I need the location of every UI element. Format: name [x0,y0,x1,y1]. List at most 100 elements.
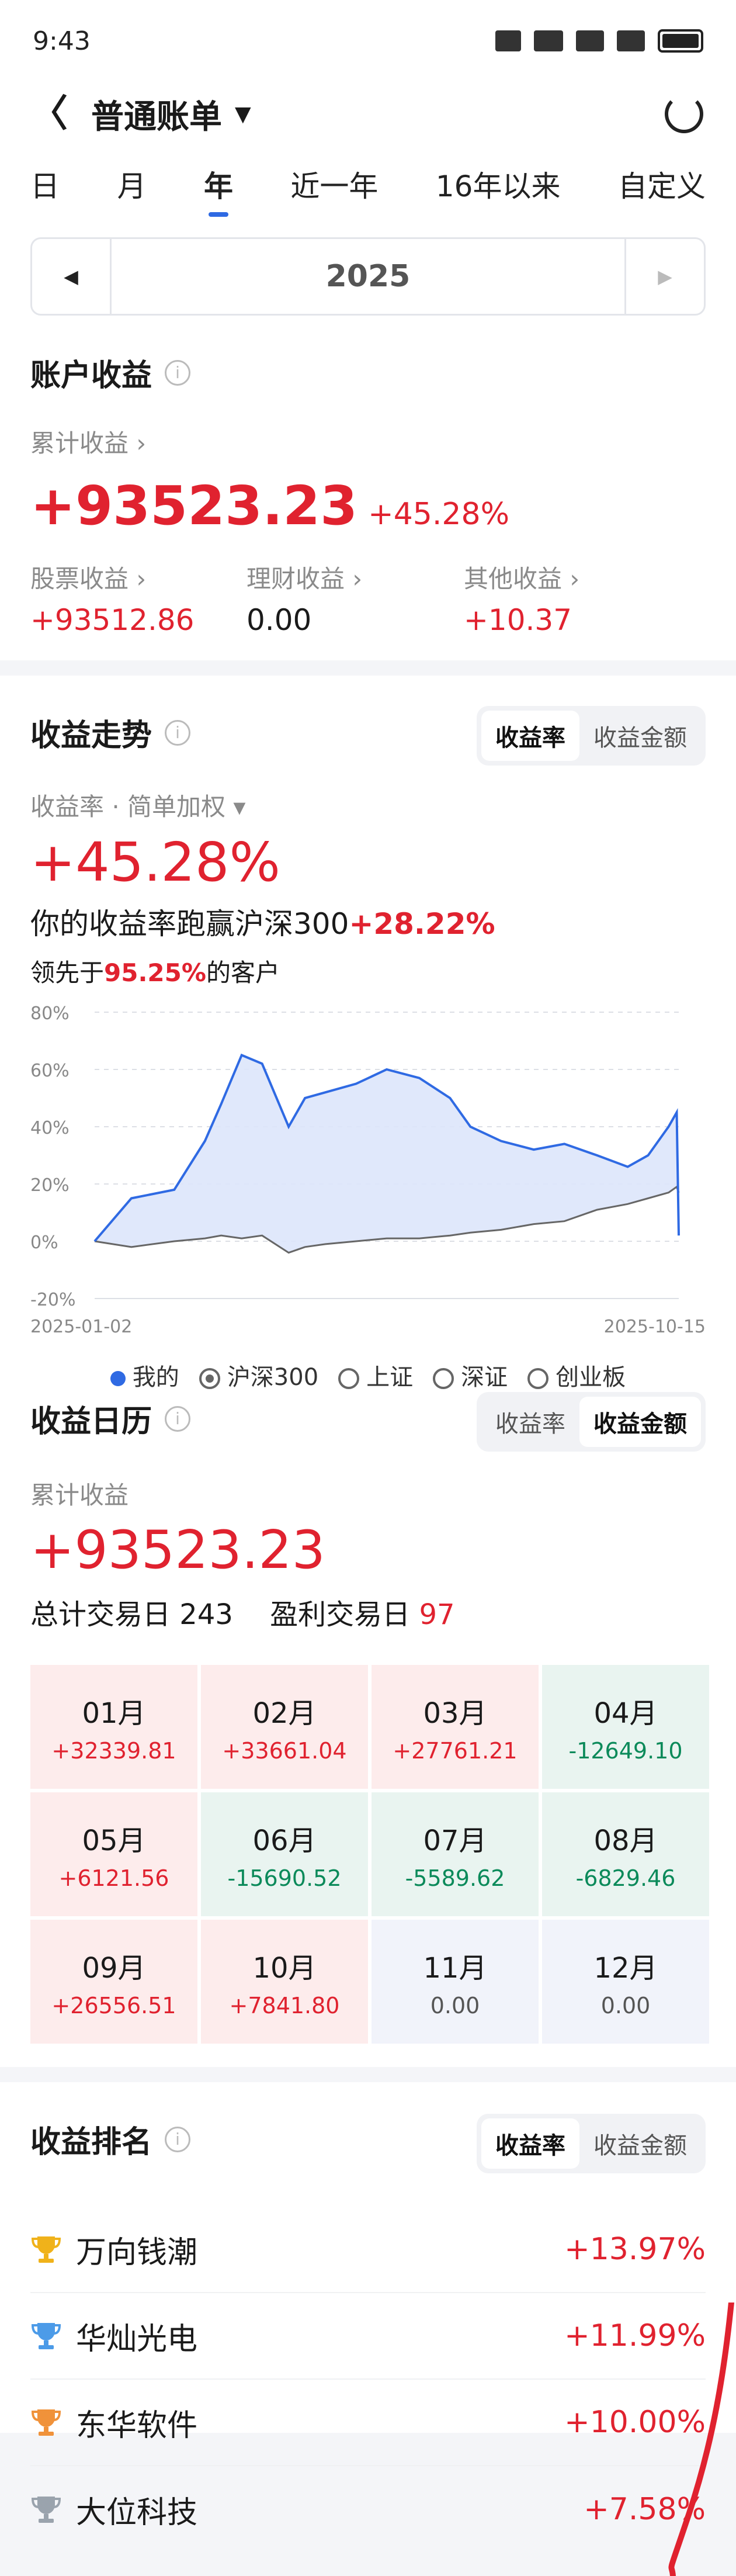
wealth-income[interactable]: 理财收益 › 0.00 [247,559,464,637]
account-income-section: 账户收益 i 累计收益 › +93523.23 +45.28% 股票收益 › +… [0,316,736,660]
legend-label: 我的 [132,1364,179,1391]
legend-shenzhen[interactable]: 深证 [433,1358,508,1392]
info-icon[interactable]: i [165,2126,191,2152]
month-cell[interactable]: 06月 -15690.52 [201,1792,368,1916]
toggle-amount[interactable]: 收益金额 [593,725,687,752]
status-bar: 9:43 [0,0,736,82]
prev-year-button[interactable]: ◀ [32,239,112,314]
toggle-amount[interactable]: 收益金额 [579,1397,701,1447]
rate-method-dropdown[interactable]: 收益率 · 简单加权 ▾ [30,792,246,821]
month-value: -15690.52 [227,1865,342,1891]
info-icon[interactable]: i [165,359,191,386]
month-cell[interactable]: 04月 -12649.10 [542,1665,709,1789]
year-value: 2025 [325,259,411,294]
trend-chart[interactable]: 80% 60% 40% 20% 0% -20% 2025-01-02 2025-10-15 [30,1000,706,1351]
stock-name: 万向钱潮 [76,2235,198,2270]
status-time: 9:43 [33,26,91,56]
next-year-button[interactable]: ▶ [624,239,704,314]
month-cell[interactable]: 01月 +32339.81 [30,1665,197,1789]
tab-custom[interactable]: 自定义 [617,169,706,203]
month-value: -12649.10 [568,1738,683,1764]
month-cell[interactable]: 11月 0.00 [372,1920,539,2044]
top-sheet: 9:43 〈 普通账单 ▼ 日 月 年 近一年 16年以来 自定义 ◀ [0,0,736,660]
month-label: 04月 [593,1697,658,1730]
legend-hs300[interactable]: 沪深300 [199,1358,318,1392]
month-label: 05月 [82,1824,146,1857]
x-tick-label: 2025-01-02 [30,1317,132,1337]
status-icons [495,29,703,53]
radio-icon [338,1368,360,1389]
ranking-name-wrap: 大位科技 [30,2488,197,2532]
chevron-down-icon[interactable]: ▼ [235,102,251,126]
account-selector[interactable]: 普通账单 [91,98,222,136]
tab-last-year[interactable]: 近一年 [290,169,379,203]
y-tick-label: 60% [30,1061,70,1081]
toggle-rate[interactable]: 收益率 [495,1411,565,1438]
ranking-row[interactable]: 万向钱潮 +13.97% [30,2207,706,2293]
tab-day[interactable]: 日 [30,169,60,203]
info-icon[interactable]: i [165,719,191,746]
radio-selected-icon [199,1368,220,1389]
trophy-icon [31,2409,61,2436]
toggle-rate[interactable]: 收益率 [481,711,579,761]
month-label: 08月 [593,1824,658,1857]
ranking-name-wrap: 华灿光电 [30,2314,197,2358]
refresh-icon[interactable] [665,95,703,133]
section-title: 收益排名 [30,2125,152,2160]
month-cell[interactable]: 08月 -6829.46 [542,1792,709,1916]
month-cell[interactable]: 10月 +7841.80 [201,1920,368,2044]
ranking-row[interactable]: 东华软件 +10.00% [30,2380,706,2466]
month-cell[interactable]: 05月 +6121.56 [30,1792,197,1916]
section-title: 收益走势 [30,718,152,753]
month-label: 12月 [593,1952,658,1985]
signal-icon-2 [617,30,645,51]
rate-value: +45.28% [30,831,280,894]
tab-month[interactable]: 月 [117,169,147,203]
month-cell[interactable]: 12月 0.00 [542,1920,709,2044]
ranking-name-wrap: 东华软件 [30,2401,197,2445]
lead-prefix: 领先于 [30,958,105,987]
stock-income[interactable]: 股票收益 › +93512.86 [30,559,247,637]
total-days-value: 243 [179,1598,233,1631]
month-cell[interactable]: 02月 +33661.04 [201,1665,368,1789]
cumulative-value: +93523.23 [30,475,358,537]
sub-label: 理财收益 › [247,565,363,593]
stock-name: 华灿光电 [76,2321,198,2357]
month-cell[interactable]: 07月 -5589.62 [372,1792,539,1916]
cumulative-label[interactable]: 累计收益 › [30,429,147,458]
signal-icon [576,30,604,51]
ranking-row[interactable]: 大位科技 +7.58% [30,2466,706,2553]
sub-value: +10.37 [464,603,572,637]
info-icon[interactable]: i [165,1405,191,1432]
toggle-rate[interactable]: 收益率 [481,2118,579,2169]
month-cell[interactable]: 09月 +26556.51 [30,1920,197,2044]
trophy-icon [31,2323,61,2349]
back-icon[interactable]: 〈 [30,92,68,136]
toggle-amount[interactable]: 收益金额 [593,2132,687,2159]
legend-shanghai[interactable]: 上证 [338,1358,413,1392]
legend-label: 上证 [366,1364,414,1391]
lead-value: 95.25% [104,958,206,987]
calendar-title-row: 收益日历 i [30,1397,706,1441]
section-title: 收益日历 [30,1404,152,1439]
trend-toggle: 收益率 收益金额 [477,706,706,766]
month-cell[interactable]: 03月 +27761.21 [372,1665,539,1789]
month-label: 10月 [252,1952,317,1985]
other-income[interactable]: 其他收益 › +10.37 [464,559,680,637]
vibrate-icon [495,30,521,51]
y-tick-label: 80% [30,1003,70,1024]
stock-return: +13.97% [564,2232,706,2267]
ranking-row[interactable]: 华灿光电 +11.99% [30,2293,706,2380]
sub-value: 0.00 [247,603,312,637]
legend-mine[interactable]: 我的 [110,1358,179,1392]
legend-chinext[interactable]: 创业板 [527,1358,626,1392]
month-value: 0.00 [430,1993,480,2018]
month-value: +33661.04 [222,1738,347,1764]
calendar-toggle: 收益率 收益金额 [477,1392,706,1452]
tab-since-2016[interactable]: 16年以来 [435,169,561,203]
account-income-title-row: 账户收益 i [30,351,706,394]
tab-year[interactable]: 年 [204,163,233,217]
trading-days: 总计交易日 243 盈利交易日 97 [30,1591,706,1632]
ranking-section: 收益排名 i 收益率 收益金额 万向钱潮 +13.97% 华灿光电 +11.99% 东华… [0,2082,736,2553]
legend-label: 沪深300 [227,1364,319,1391]
